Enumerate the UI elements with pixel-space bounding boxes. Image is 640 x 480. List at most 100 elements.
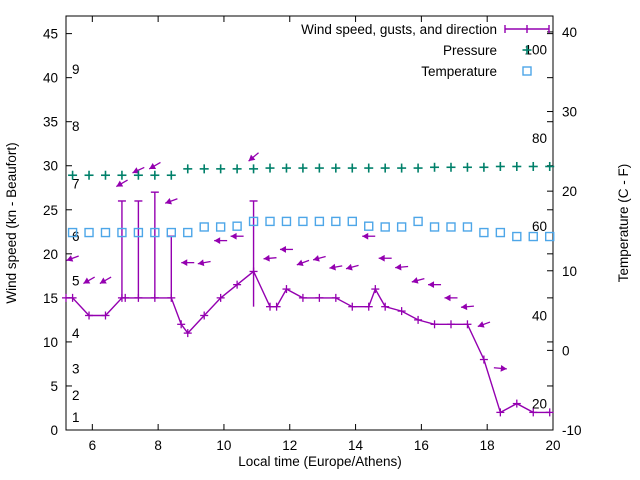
x-tick-label: 14 bbox=[348, 438, 364, 453]
wind-direction-arrowhead bbox=[197, 259, 205, 267]
temperature-marker bbox=[479, 227, 489, 238]
y-axis-title: Wind speed (kn - Beaufort) bbox=[4, 142, 19, 303]
y-tick-label: 45 bbox=[43, 27, 58, 42]
wind-direction-arrowhead bbox=[230, 232, 237, 240]
y-tick-label: 5 bbox=[50, 379, 58, 394]
wind-direction-arrowhead bbox=[248, 154, 256, 162]
temperature-marker bbox=[183, 227, 193, 238]
x-tick-label: 20 bbox=[545, 438, 560, 453]
beaufort-label: 5 bbox=[72, 273, 80, 288]
y-tick-label: 20 bbox=[43, 247, 58, 262]
wind-direction-arrowhead bbox=[428, 281, 435, 289]
legend-label: Temperature bbox=[421, 64, 497, 79]
y-tick-label: 35 bbox=[43, 115, 58, 130]
wind-direction-arrowhead bbox=[263, 254, 270, 262]
wind-direction-arrowhead bbox=[83, 277, 91, 284]
temperature-marker bbox=[133, 227, 144, 238]
beaufort-label: 1 bbox=[72, 410, 80, 425]
temperature-marker bbox=[396, 222, 407, 232]
wind-direction-arrowhead bbox=[296, 259, 304, 267]
y-tick-label: 25 bbox=[43, 203, 58, 218]
y2-tick-label: -10 bbox=[562, 423, 582, 438]
temperature-marker bbox=[166, 227, 176, 238]
wind-direction-arrowhead bbox=[444, 294, 451, 302]
wind-direction-arrowhead bbox=[378, 254, 385, 262]
x-tick-label: 12 bbox=[282, 438, 297, 453]
temperature-marker bbox=[512, 231, 522, 242]
x-tick-label: 10 bbox=[216, 438, 231, 453]
y-tick-label: 10 bbox=[43, 335, 58, 350]
wind-direction-arrowhead bbox=[279, 246, 286, 253]
y2-tick-label: 40 bbox=[562, 25, 577, 40]
beaufort-label: 3 bbox=[72, 361, 80, 376]
temperature-marker bbox=[199, 222, 209, 232]
x-tick-label: 18 bbox=[480, 438, 495, 453]
temperature-marker bbox=[67, 227, 78, 238]
fahrenheit-label: 40 bbox=[532, 308, 547, 323]
wind-direction-arrowhead bbox=[477, 321, 485, 328]
wind-direction-arrowhead bbox=[411, 277, 419, 284]
wind-direction-arrowhead bbox=[345, 263, 353, 271]
temperature-marker bbox=[495, 227, 506, 238]
temperature-marker bbox=[281, 216, 292, 227]
fahrenheit-label: 20 bbox=[532, 397, 547, 412]
temperature-marker bbox=[298, 216, 308, 227]
fahrenheit-label: 60 bbox=[532, 219, 547, 234]
wind-direction-arrowhead bbox=[99, 277, 107, 284]
temperature-marker bbox=[150, 227, 160, 238]
fahrenheit-label: 100 bbox=[524, 42, 547, 57]
wind-direction-arrowhead bbox=[214, 237, 221, 245]
y2-tick-label: 0 bbox=[562, 343, 570, 358]
y-tick-label: 30 bbox=[43, 159, 58, 174]
legend-label: Pressure bbox=[443, 43, 497, 58]
temperature-marker bbox=[528, 231, 538, 242]
y-tick-label: 15 bbox=[43, 291, 58, 306]
temperature-marker bbox=[347, 216, 357, 227]
beaufort-label: 2 bbox=[72, 388, 80, 403]
x-tick-label: 16 bbox=[414, 438, 429, 453]
temperature-marker bbox=[248, 216, 259, 227]
temperature-marker bbox=[265, 216, 275, 227]
temperature-marker bbox=[331, 216, 341, 227]
temperature-marker bbox=[314, 216, 325, 227]
plot-frame bbox=[65, 15, 554, 431]
temperature-marker bbox=[462, 222, 473, 232]
x-tick-label: 6 bbox=[89, 438, 97, 453]
temperature-marker bbox=[413, 216, 423, 227]
x-tick-label: 8 bbox=[154, 438, 162, 453]
temperature-marker bbox=[429, 222, 440, 232]
wind-direction-arrowhead bbox=[329, 263, 336, 271]
wind-direction-arrowhead bbox=[165, 197, 172, 205]
y2-axis-title: Temperature (C - F) bbox=[616, 164, 631, 283]
temperature-marker bbox=[84, 227, 94, 238]
wind-direction-arrowhead bbox=[149, 163, 157, 169]
wind-direction-arrowhead bbox=[460, 303, 468, 311]
wind-direction-arrowhead bbox=[395, 263, 402, 271]
beaufort-label: 9 bbox=[72, 62, 80, 77]
temperature-marker bbox=[380, 222, 390, 232]
wind-direction-arrowhead bbox=[500, 364, 507, 372]
wind-direction-arrowhead bbox=[313, 255, 320, 262]
beaufort-label: 8 bbox=[72, 119, 80, 134]
beaufort-label: 7 bbox=[72, 176, 80, 191]
fahrenheit-label: 80 bbox=[532, 131, 547, 146]
y2-tick-label: 10 bbox=[562, 264, 577, 279]
wind-direction-arrowhead bbox=[116, 180, 124, 187]
x-axis-title: Local time (Europe/Athens) bbox=[238, 454, 402, 469]
legend-label: Wind speed, gusts, and direction bbox=[301, 22, 497, 37]
beaufort-label: 4 bbox=[72, 326, 80, 341]
temperature-marker bbox=[100, 227, 111, 238]
temperature-marker bbox=[446, 222, 456, 232]
temperature-marker bbox=[545, 231, 555, 242]
temperature-marker bbox=[117, 227, 127, 238]
temperature-marker bbox=[232, 221, 242, 231]
wind-direction-arrowhead bbox=[181, 259, 188, 267]
y2-tick-label: 20 bbox=[562, 184, 577, 199]
y2-tick-label: 30 bbox=[562, 105, 577, 120]
legend-swatch bbox=[522, 66, 532, 76]
temperature-marker bbox=[215, 222, 226, 232]
y-tick-label: 40 bbox=[43, 71, 58, 86]
wind-direction-arrowhead bbox=[66, 255, 74, 262]
